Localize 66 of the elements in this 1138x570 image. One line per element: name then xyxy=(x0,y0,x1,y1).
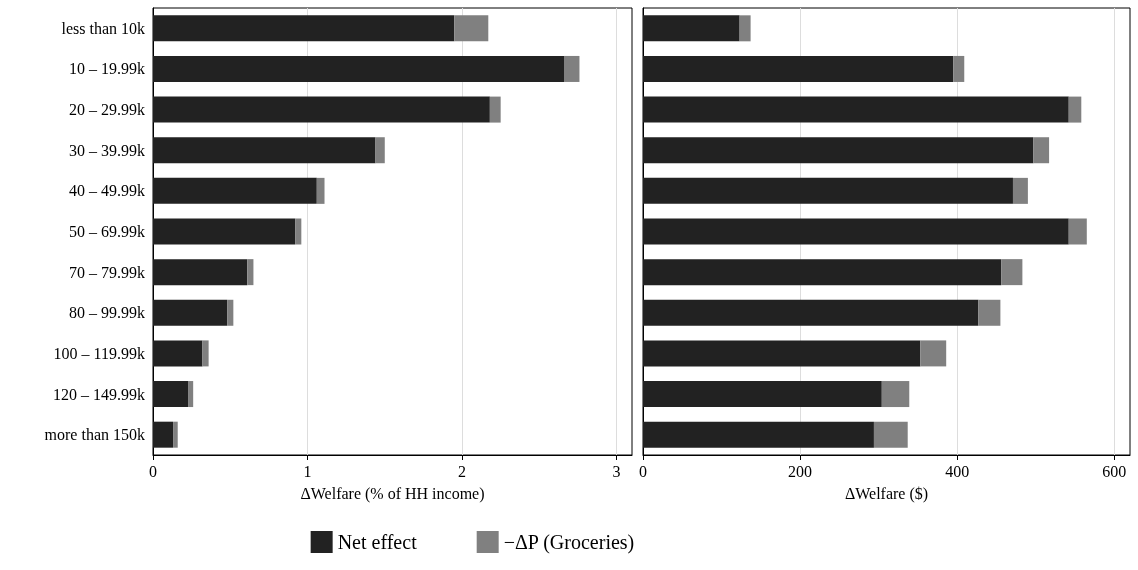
x-tick-label: 0 xyxy=(639,462,647,480)
bar xyxy=(953,55,965,82)
bar xyxy=(153,177,317,204)
bar xyxy=(153,96,490,123)
x-tick-label: 2 xyxy=(458,462,467,480)
bar xyxy=(643,340,921,367)
bar xyxy=(881,381,910,408)
bar xyxy=(153,340,203,367)
bar xyxy=(375,137,385,164)
bar xyxy=(153,218,296,245)
bar xyxy=(920,340,947,367)
legend-label: Net effect xyxy=(337,531,418,553)
y-tick-label: 20 – 29.99k xyxy=(69,101,145,119)
bar xyxy=(1001,259,1023,286)
bar xyxy=(564,55,580,82)
y-tick-label: 70 – 79.99k xyxy=(69,263,145,281)
bar xyxy=(978,299,1001,326)
y-tick-label: 10 – 19.99k xyxy=(69,60,145,78)
bar xyxy=(1012,177,1028,204)
bar xyxy=(227,299,234,326)
bar xyxy=(153,421,174,448)
bar xyxy=(643,137,1034,164)
bar xyxy=(643,381,882,408)
bar xyxy=(316,177,325,204)
bar xyxy=(643,177,1013,204)
bar xyxy=(873,421,908,448)
x-tick-label: 200 xyxy=(788,462,813,480)
y-tick-label: 100 – 119.99k xyxy=(53,344,145,362)
bar xyxy=(1033,137,1050,164)
bar xyxy=(153,137,376,164)
y-tick-label: 30 – 39.99k xyxy=(69,141,145,159)
bar xyxy=(454,15,489,42)
y-tick-label: 80 – 99.99k xyxy=(69,304,145,322)
bar xyxy=(643,218,1069,245)
bar xyxy=(153,55,565,82)
bar xyxy=(247,259,254,286)
x-axis-title: ΔWelfare (% of HH income) xyxy=(300,484,485,503)
y-tick-label: less than 10k xyxy=(61,19,145,37)
bar xyxy=(489,96,501,123)
bar xyxy=(295,218,302,245)
bar xyxy=(643,299,979,326)
bar xyxy=(202,340,209,367)
bar xyxy=(739,15,751,42)
x-tick-label: 3 xyxy=(612,462,621,480)
bar xyxy=(643,421,874,448)
bar xyxy=(153,15,455,42)
bar xyxy=(153,381,189,408)
x-tick-label: 400 xyxy=(945,462,970,480)
bar xyxy=(1068,96,1082,123)
x-tick-label: 600 xyxy=(1102,462,1127,480)
bar xyxy=(153,259,248,286)
x-axis-title: ΔWelfare ($) xyxy=(844,484,929,503)
x-tick-label: 1 xyxy=(303,462,312,480)
bar xyxy=(1068,218,1087,245)
bar xyxy=(643,55,954,82)
y-tick-label: more than 150k xyxy=(44,426,145,444)
y-tick-label: 120 – 149.99k xyxy=(53,385,145,403)
legend-label: −ΔP (Groceries) xyxy=(503,531,635,554)
bar xyxy=(643,96,1069,123)
x-tick-label: 0 xyxy=(149,462,157,480)
bar xyxy=(153,299,228,326)
bar xyxy=(643,15,740,42)
y-tick-label: 40 – 49.99k xyxy=(69,182,145,200)
bar xyxy=(643,259,1002,286)
bar xyxy=(173,421,178,448)
y-tick-label: 50 – 69.99k xyxy=(69,223,145,240)
